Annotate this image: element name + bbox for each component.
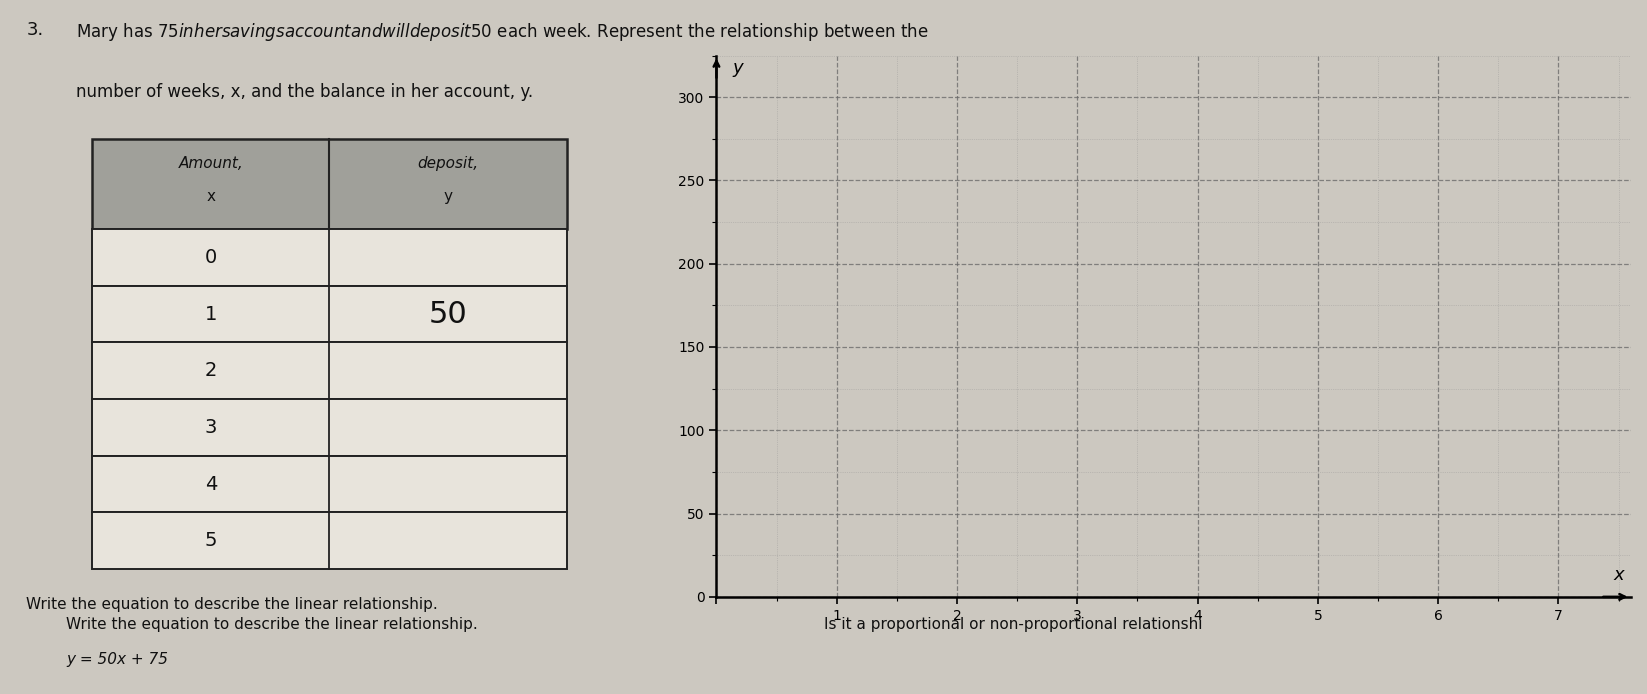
Bar — [92, 286, 567, 342]
Text: 4: 4 — [204, 475, 217, 493]
Text: Write the equation to describe the linear relationship.: Write the equation to describe the linea… — [26, 597, 438, 612]
Text: y: y — [733, 59, 743, 77]
Bar — [92, 399, 567, 456]
Text: Is it a proportional or non-proportional relationshi: Is it a proportional or non-proportional… — [824, 618, 1202, 632]
Text: Mary has $75 in her savings account and will deposit $50 each week. Represent th: Mary has $75 in her savings account and … — [76, 21, 929, 43]
Text: x: x — [1614, 566, 1624, 584]
Text: y: y — [443, 189, 453, 205]
Text: 3.: 3. — [26, 21, 43, 39]
Text: 5: 5 — [204, 531, 217, 550]
Bar — [92, 139, 567, 229]
Text: 0: 0 — [204, 248, 217, 267]
Bar — [92, 342, 567, 399]
Text: y = 50x + 75: y = 50x + 75 — [66, 652, 168, 668]
Text: Amount,: Amount, — [178, 156, 244, 171]
Text: 2: 2 — [204, 361, 217, 380]
Text: x: x — [206, 189, 216, 205]
Text: 50: 50 — [428, 300, 468, 328]
Bar — [92, 456, 567, 512]
Bar — [92, 512, 567, 569]
Text: number of weeks, x, and the balance in her account, y.: number of weeks, x, and the balance in h… — [76, 83, 534, 101]
Text: 3: 3 — [204, 418, 217, 437]
Text: deposit,: deposit, — [417, 156, 479, 171]
Bar — [92, 229, 567, 286]
Text: Write the equation to describe the linear relationship.: Write the equation to describe the linea… — [66, 618, 478, 632]
Text: 1: 1 — [204, 305, 217, 323]
